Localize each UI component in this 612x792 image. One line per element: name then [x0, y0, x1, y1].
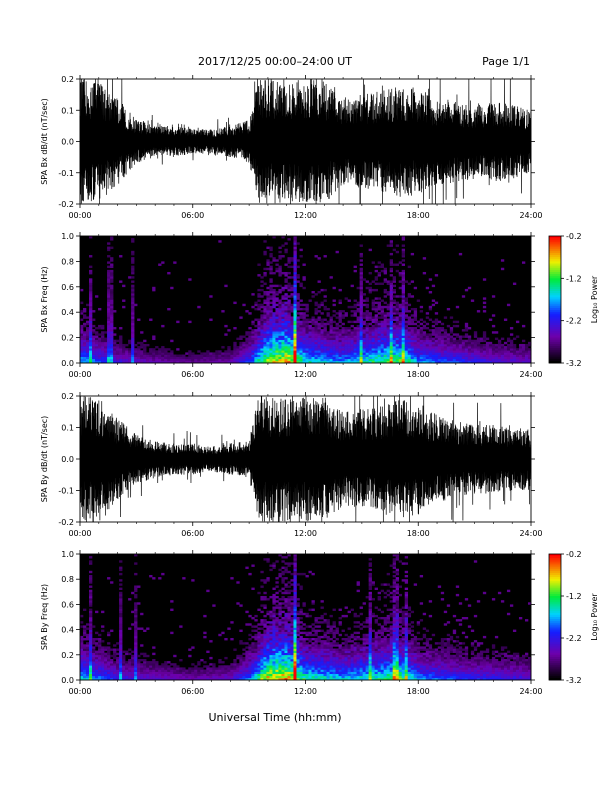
bx-time-series-ytick-label: -0.2 — [58, 200, 74, 209]
by-spectrogram-xtick-label: 18:00 — [407, 687, 430, 696]
bx-time-series-ytick-label: -0.1 — [58, 169, 74, 178]
bx-time-series-ylabel: SPA Bx dB/dt (nT/sec) — [40, 98, 49, 185]
plot-title: 2017/12/25 00:00–24:00 UT — [198, 55, 352, 68]
by-spectrogram-cbar-tick-label: -0.2 — [566, 550, 582, 559]
bx-time-series-ytick-label: 0.0 — [61, 138, 74, 147]
x-axis-label: Universal Time (hh:mm) — [209, 711, 342, 724]
bx-spectrogram-cbar-tick-label: -1.2 — [566, 274, 582, 283]
bx-spectrogram-ytick-label: 0.6 — [61, 283, 74, 292]
by-spectrogram-ytick-label: 0.8 — [61, 575, 74, 584]
by-time-series-trace — [79, 395, 532, 523]
bx-spectrogram-ytick-label: 0.8 — [61, 257, 74, 266]
by-spectrogram-ytick-label: 0.2 — [61, 651, 74, 660]
by-time-series-xtick-label: 06:00 — [181, 529, 204, 538]
bx-time-series-xtick-label: 24:00 — [519, 211, 542, 220]
bx-spectrogram-ylabel: SPA Bx Freq (Hz) — [40, 266, 49, 332]
bx-spectrogram-cbar-tick-label: -3.2 — [566, 359, 582, 368]
bx-spectrogram-xtick-label: 18:00 — [407, 370, 430, 379]
by-time-series-xtick-label: 24:00 — [519, 529, 542, 538]
bx-spectrogram-ytick-label: 1.0 — [61, 232, 74, 241]
by-spectrogram-ylabel: SPA By Freq (Hz) — [40, 584, 49, 650]
bx-spectrogram-xtick-label: 12:00 — [294, 370, 317, 379]
by-spectrogram-cbar-label: Log₁₀ Power — [590, 593, 599, 641]
by-spectrogram-cbar-tick-label: -1.2 — [566, 592, 582, 601]
bx-spectrogram-ytick-label: 0.4 — [61, 308, 74, 317]
bx-spectrogram-xtick-label: 06:00 — [181, 370, 204, 379]
bx-spectrogram-colorbar — [549, 236, 561, 364]
by-spectrogram-colorbar-frame — [548, 553, 562, 681]
by-spectrogram-cbar-tick-label: -2.2 — [566, 634, 582, 643]
by-spectrogram-xtick-label: 12:00 — [294, 687, 317, 696]
bx-time-series-xtick-label: 06:00 — [181, 211, 204, 220]
by-time-series-ytick-label: 0.2 — [61, 392, 74, 401]
by-spectrogram-cells — [80, 554, 532, 681]
by-spectrogram-cbar-tick-label: -3.2 — [566, 676, 582, 685]
panels: 0.2 0.1 0.0 -0.1 -0.2 SPA Bx dB/dt (nT/sec) 00… — [40, 75, 599, 696]
by-spectrogram-xtick-label: 06:00 — [181, 687, 204, 696]
by-time-series-ylabel: SPA By dB/dt (nT/sec) — [40, 416, 49, 503]
bx-time-series-ytick-label: 0.2 — [61, 75, 74, 84]
bx-time-series-ytick-label: 0.1 — [61, 106, 74, 115]
bx-spectrogram-colorbar-frame — [548, 235, 562, 364]
bx-time-series-xtick-label: 00:00 — [68, 211, 91, 220]
bx-spectrogram-cbar-label: Log₁₀ Power — [590, 275, 599, 323]
bx-spectrogram-ytick-label: 0.2 — [61, 334, 74, 343]
bx-spectrogram-cells — [80, 236, 532, 364]
page-indicator: Page 1/1 — [482, 55, 530, 68]
by-time-series-ytick-label: 0.1 — [61, 424, 74, 433]
bx-time-series-trace — [79, 78, 532, 205]
bx-time-series-xtick-label: 18:00 — [407, 211, 430, 220]
by-time-series-ytick-label: -0.1 — [58, 487, 74, 496]
by-spectrogram-xtick-label: 24:00 — [519, 687, 542, 696]
bx-spectrogram-cbar-tick-label: -0.2 — [566, 232, 582, 241]
bx-spectrogram-ytick-label: 0.0 — [61, 359, 74, 368]
by-time-series-xtick-label: 18:00 — [407, 529, 430, 538]
by-spectrogram-ytick-label: 0.4 — [61, 626, 74, 635]
bx-spectrogram-xtick-label: 00:00 — [68, 370, 91, 379]
bx-time-series-xtick-label: 12:00 — [294, 211, 317, 220]
by-spectrogram-ytick-label: 1.0 — [61, 550, 74, 559]
bx-spectrogram-xtick-label: 24:00 — [519, 370, 542, 379]
bx-spectrogram-cbar-tick-label: -2.2 — [566, 317, 582, 326]
by-spectrogram-colorbar — [549, 554, 561, 681]
by-time-series-xtick-label: 12:00 — [294, 529, 317, 538]
by-spectrogram-ytick-label: 0.6 — [61, 600, 74, 609]
by-time-series-ytick-label: 0.0 — [61, 455, 74, 464]
by-time-series-ytick-label: -0.2 — [58, 518, 74, 527]
by-time-series-xtick-label: 00:00 — [68, 529, 91, 538]
by-spectrogram-ytick-label: 0.0 — [61, 676, 74, 685]
by-spectrogram-xtick-label: 00:00 — [68, 687, 91, 696]
